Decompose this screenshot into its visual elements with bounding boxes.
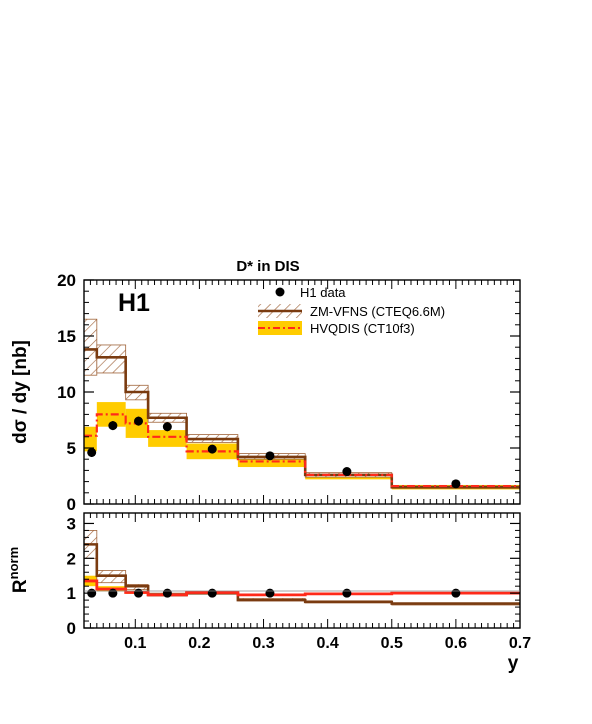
experiment-label: H1 bbox=[118, 289, 150, 317]
data-point bbox=[265, 588, 275, 598]
data-point bbox=[207, 588, 217, 598]
bottom-y-axis-label: Rnorm bbox=[6, 547, 31, 593]
data-point bbox=[134, 588, 143, 598]
bottom-panel-frame bbox=[83, 512, 521, 629]
bottom-y-axis-label-main: R bbox=[10, 579, 31, 593]
data-point bbox=[162, 422, 172, 432]
top-panel-axes: 0 5 10 15 20 bbox=[57, 271, 521, 514]
data-point bbox=[108, 421, 118, 431]
y-tick-label: 2 bbox=[67, 549, 76, 568]
data-point bbox=[342, 588, 352, 598]
data-point bbox=[451, 588, 461, 598]
y-tick-label: 5 bbox=[67, 439, 76, 458]
hvqdis-band bbox=[148, 430, 187, 447]
data-point bbox=[87, 447, 97, 457]
data-point bbox=[108, 588, 118, 598]
hvqdis-central-line bbox=[84, 413, 520, 488]
data-point bbox=[451, 479, 461, 489]
legend-entry-h1-data: H1 data bbox=[300, 285, 346, 300]
bottom-panel-axes: 0 1 2 3 0.1 0.2 0.3 0.4 0.5 0.6 0.7 bbox=[67, 513, 531, 652]
bottom-y-axis-label-sup: norm bbox=[6, 547, 21, 580]
data-point bbox=[342, 467, 352, 477]
y-tick-label: 1 bbox=[67, 584, 76, 603]
legend-data-marker bbox=[275, 287, 285, 297]
top-panel-data-points bbox=[87, 416, 461, 489]
y-tick-label: 0 bbox=[67, 495, 76, 514]
x-tick-label: 0.5 bbox=[381, 635, 403, 652]
legend-entry-zmvfns: ZM-VFNS (CTEQ6.6M) bbox=[310, 304, 445, 319]
zmvfns-band bbox=[96, 344, 127, 374]
y-tick-label: 20 bbox=[57, 271, 76, 290]
data-point bbox=[207, 444, 217, 454]
y-tick-label: 3 bbox=[67, 514, 76, 533]
data-point bbox=[134, 416, 143, 426]
legend-entry-hvqdis: HVQDIS (CT10f3) bbox=[310, 321, 415, 336]
x-tick-label: 0.4 bbox=[317, 635, 339, 652]
data-point bbox=[265, 451, 275, 461]
x-tick-label: 0.2 bbox=[188, 635, 210, 652]
x-tick-label: 0.7 bbox=[509, 635, 531, 652]
data-point bbox=[162, 588, 172, 598]
legend: H1 data ZM-VFNS (CTEQ6.6M) HVQDIS (CT10f… bbox=[258, 285, 445, 336]
chart-title: D* in DIS bbox=[236, 258, 299, 275]
y-tick-label: 0 bbox=[67, 619, 76, 638]
x-tick-label: 0.3 bbox=[252, 635, 274, 652]
y-tick-label: 15 bbox=[57, 327, 76, 346]
x-tick-label: 0.1 bbox=[124, 635, 146, 652]
hvqdis-band bbox=[237, 455, 306, 468]
top-y-axis-label: dσ / dy [nb] bbox=[10, 340, 31, 444]
hvqdis-band bbox=[84, 426, 97, 452]
x-tick-label: 0.6 bbox=[445, 635, 467, 652]
y-tick-label: 10 bbox=[57, 383, 76, 402]
x-axis-label: y bbox=[508, 653, 519, 674]
